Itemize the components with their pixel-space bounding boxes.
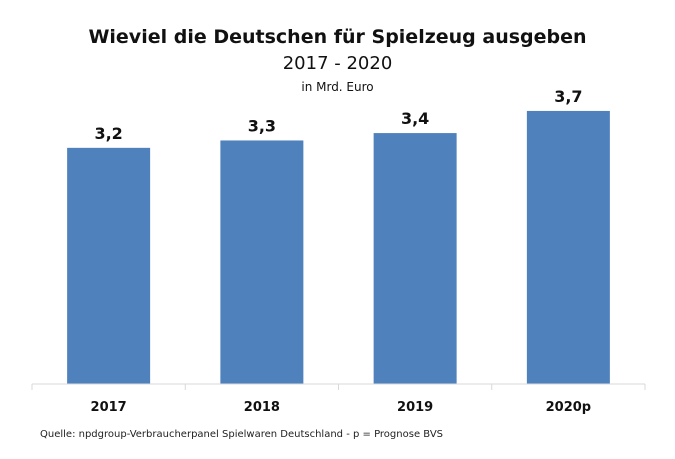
bar <box>220 140 304 384</box>
x-tick-label: 2017 <box>91 400 127 415</box>
data-label: 3,7 <box>554 87 582 106</box>
bar <box>67 147 151 384</box>
unit-label: in Mrd. Euro <box>301 80 374 94</box>
x-tick-label: 2020p <box>546 400 592 415</box>
source-note: Quelle: npdgroup-Verbraucherpanel Spielw… <box>40 429 444 440</box>
x-tick-label: 2018 <box>244 400 280 415</box>
data-label: 3,3 <box>248 116 276 135</box>
data-label: 3,4 <box>401 109 429 128</box>
chart-subtitle: 2017 - 2020 <box>282 53 393 74</box>
bar <box>373 133 457 384</box>
data-label: 3,2 <box>94 124 122 143</box>
chart-title: Wieviel die Deutschen für Spielzeug ausg… <box>88 26 587 48</box>
bar <box>526 110 610 384</box>
x-tick-label: 2019 <box>397 400 433 415</box>
